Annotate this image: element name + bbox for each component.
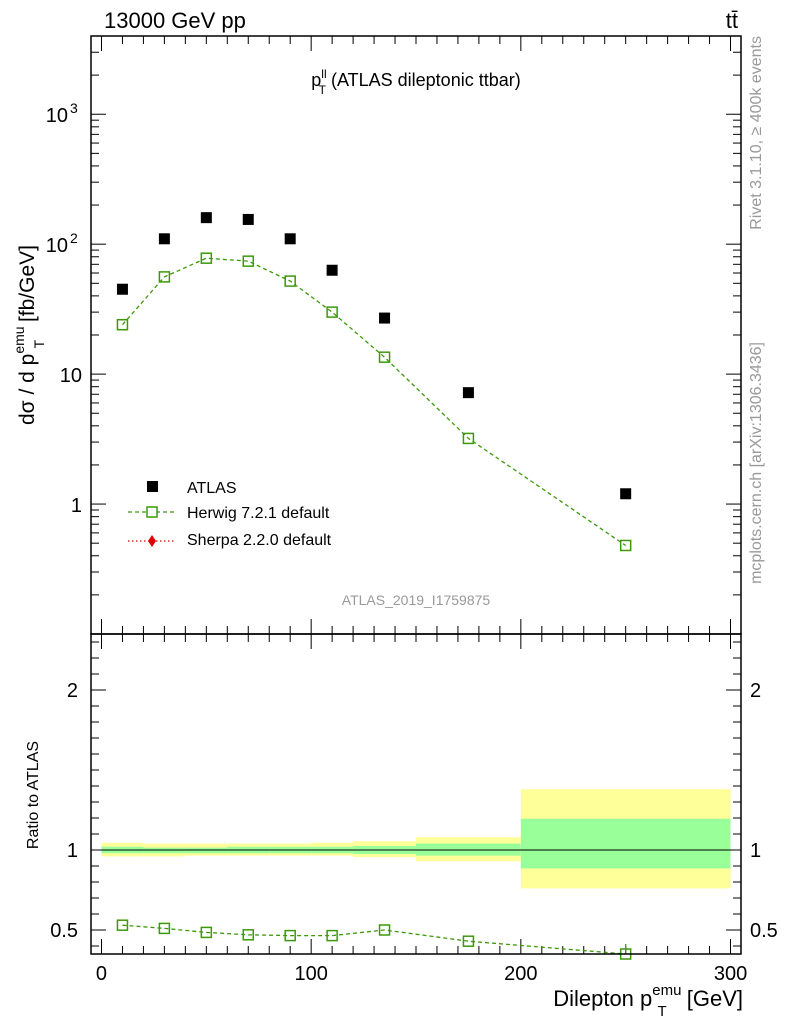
ratio-y-axis-label: Ratio to ATLAS [25,741,42,849]
legend-marker-sherpa [148,535,156,547]
legend-label-sherpa: Sherpa 2.2.0 default [187,532,332,549]
y-tick-label-exp: 2 [70,230,78,246]
ratio-panel: 0.5 0.5 1 1 2 2 0 100 200 300 Ratio to ATLAS Dile… [25,633,778,1020]
xlabel-sub: T [657,1003,666,1020]
ratio-herwig-point [242,929,255,941]
x-tick-label: 300 [714,963,747,985]
atlas-point [620,488,632,500]
title-sub: T [319,83,327,97]
xlabel-sup: emu [652,982,681,999]
y-tick-label: 10 [46,235,68,257]
ratio-x-axis-label: Dilepton pemu T [GeV] [553,982,743,1020]
herwig-point [378,351,391,363]
ratio-y-tick-label-right: 2 [750,680,761,702]
x-tick-label: 100 [294,963,327,985]
ratio-herwig-point [200,926,213,939]
ylabel-suffix: [fb/GeV] [16,245,39,328]
xlabel-suffix: [GeV] [681,986,743,1011]
atlas-point [242,213,254,225]
atlas-point [116,283,128,295]
x-tick-label: 200 [504,963,537,985]
herwig-point [242,255,255,267]
herwig-point [326,306,338,318]
atlas-point [158,233,170,245]
ratio-y-tick-label-left: 2 [67,680,78,702]
y-tick-label: 1 [71,495,82,517]
ratio-y-tick-label-left: 0.5 [50,920,78,942]
ratio-bands [101,789,731,889]
herwig-point [462,432,475,445]
ratio-herwig-line [122,924,626,955]
y-tick-label: 10 [46,105,68,127]
ratio-herwig-point [116,919,129,931]
atlas-point [200,212,212,224]
title-main: p [311,70,321,90]
ratio-y-tick-label-right: 0.5 [750,920,778,942]
watermark: ATLAS_2019_I1759875 [342,592,491,608]
legend-marker-herwig [146,506,158,518]
energy-label: 13000 GeV pp [104,8,246,33]
herwig-point [200,252,213,264]
atlas-point [326,264,338,276]
legend: ATLAS Herwig 7.2.1 default Sherpa 2.2.0 … [128,480,332,549]
atlas-point [462,387,474,399]
main-y-axis-label: dσ / d pemu T [fb/GeV] [11,245,47,425]
title-sup: ll [321,67,326,81]
main-plot-title: pll T (ATLAS dileptonic ttbar) [311,67,520,97]
y-tick-label-exp: 3 [70,100,78,116]
ratio-axes: 0.5 0.5 1 1 2 2 0 100 200 300 [50,634,778,985]
y-tick-label: 10 [60,365,82,387]
herwig-point [158,271,171,283]
ratio-herwig-point [326,929,338,942]
x-tick-label: 0 [96,963,107,985]
rivet-label: Rivet 3.1.10, ≥ 400k events [748,36,765,230]
ylabel-sup: emu [11,326,27,353]
xlabel-prefix: Dilepton p [553,986,652,1011]
mcplots-label: mcplots.cern.ch [arXiv:1306.3436] [748,342,765,584]
process-label: tt̄ [726,8,738,33]
legend-marker-atlas [147,481,158,492]
main-panel: ATLAS_2019_I1759875 pll T (ATLAS dilepton… [11,35,742,635]
main-marks [116,212,632,552]
ratio-herwig-point [158,922,171,935]
ratio-y-tick-label-right: 1 [750,840,761,862]
ratio-herwig-point [378,924,391,936]
herwig-point [284,275,296,287]
herwig-point [619,539,632,552]
ratio-herwig-point [284,929,296,942]
ylabel-sub: T [31,339,47,348]
atlas-point [284,233,296,245]
legend-label-atlas: ATLAS [187,480,237,497]
ylabel-prefix: dσ / d p [16,354,39,425]
ratio-y-tick-label-left: 1 [67,840,78,862]
herwig-point [116,318,129,331]
atlas-point [379,312,391,324]
ratio-frame [90,633,742,955]
ratio-herwig-point [462,935,475,947]
herwig-line [122,257,627,547]
ratio-band-inner [520,818,731,869]
legend-label-herwig: Herwig 7.2.1 default [187,505,330,522]
title-rest: (ATLAS dileptonic ttbar) [326,70,521,90]
